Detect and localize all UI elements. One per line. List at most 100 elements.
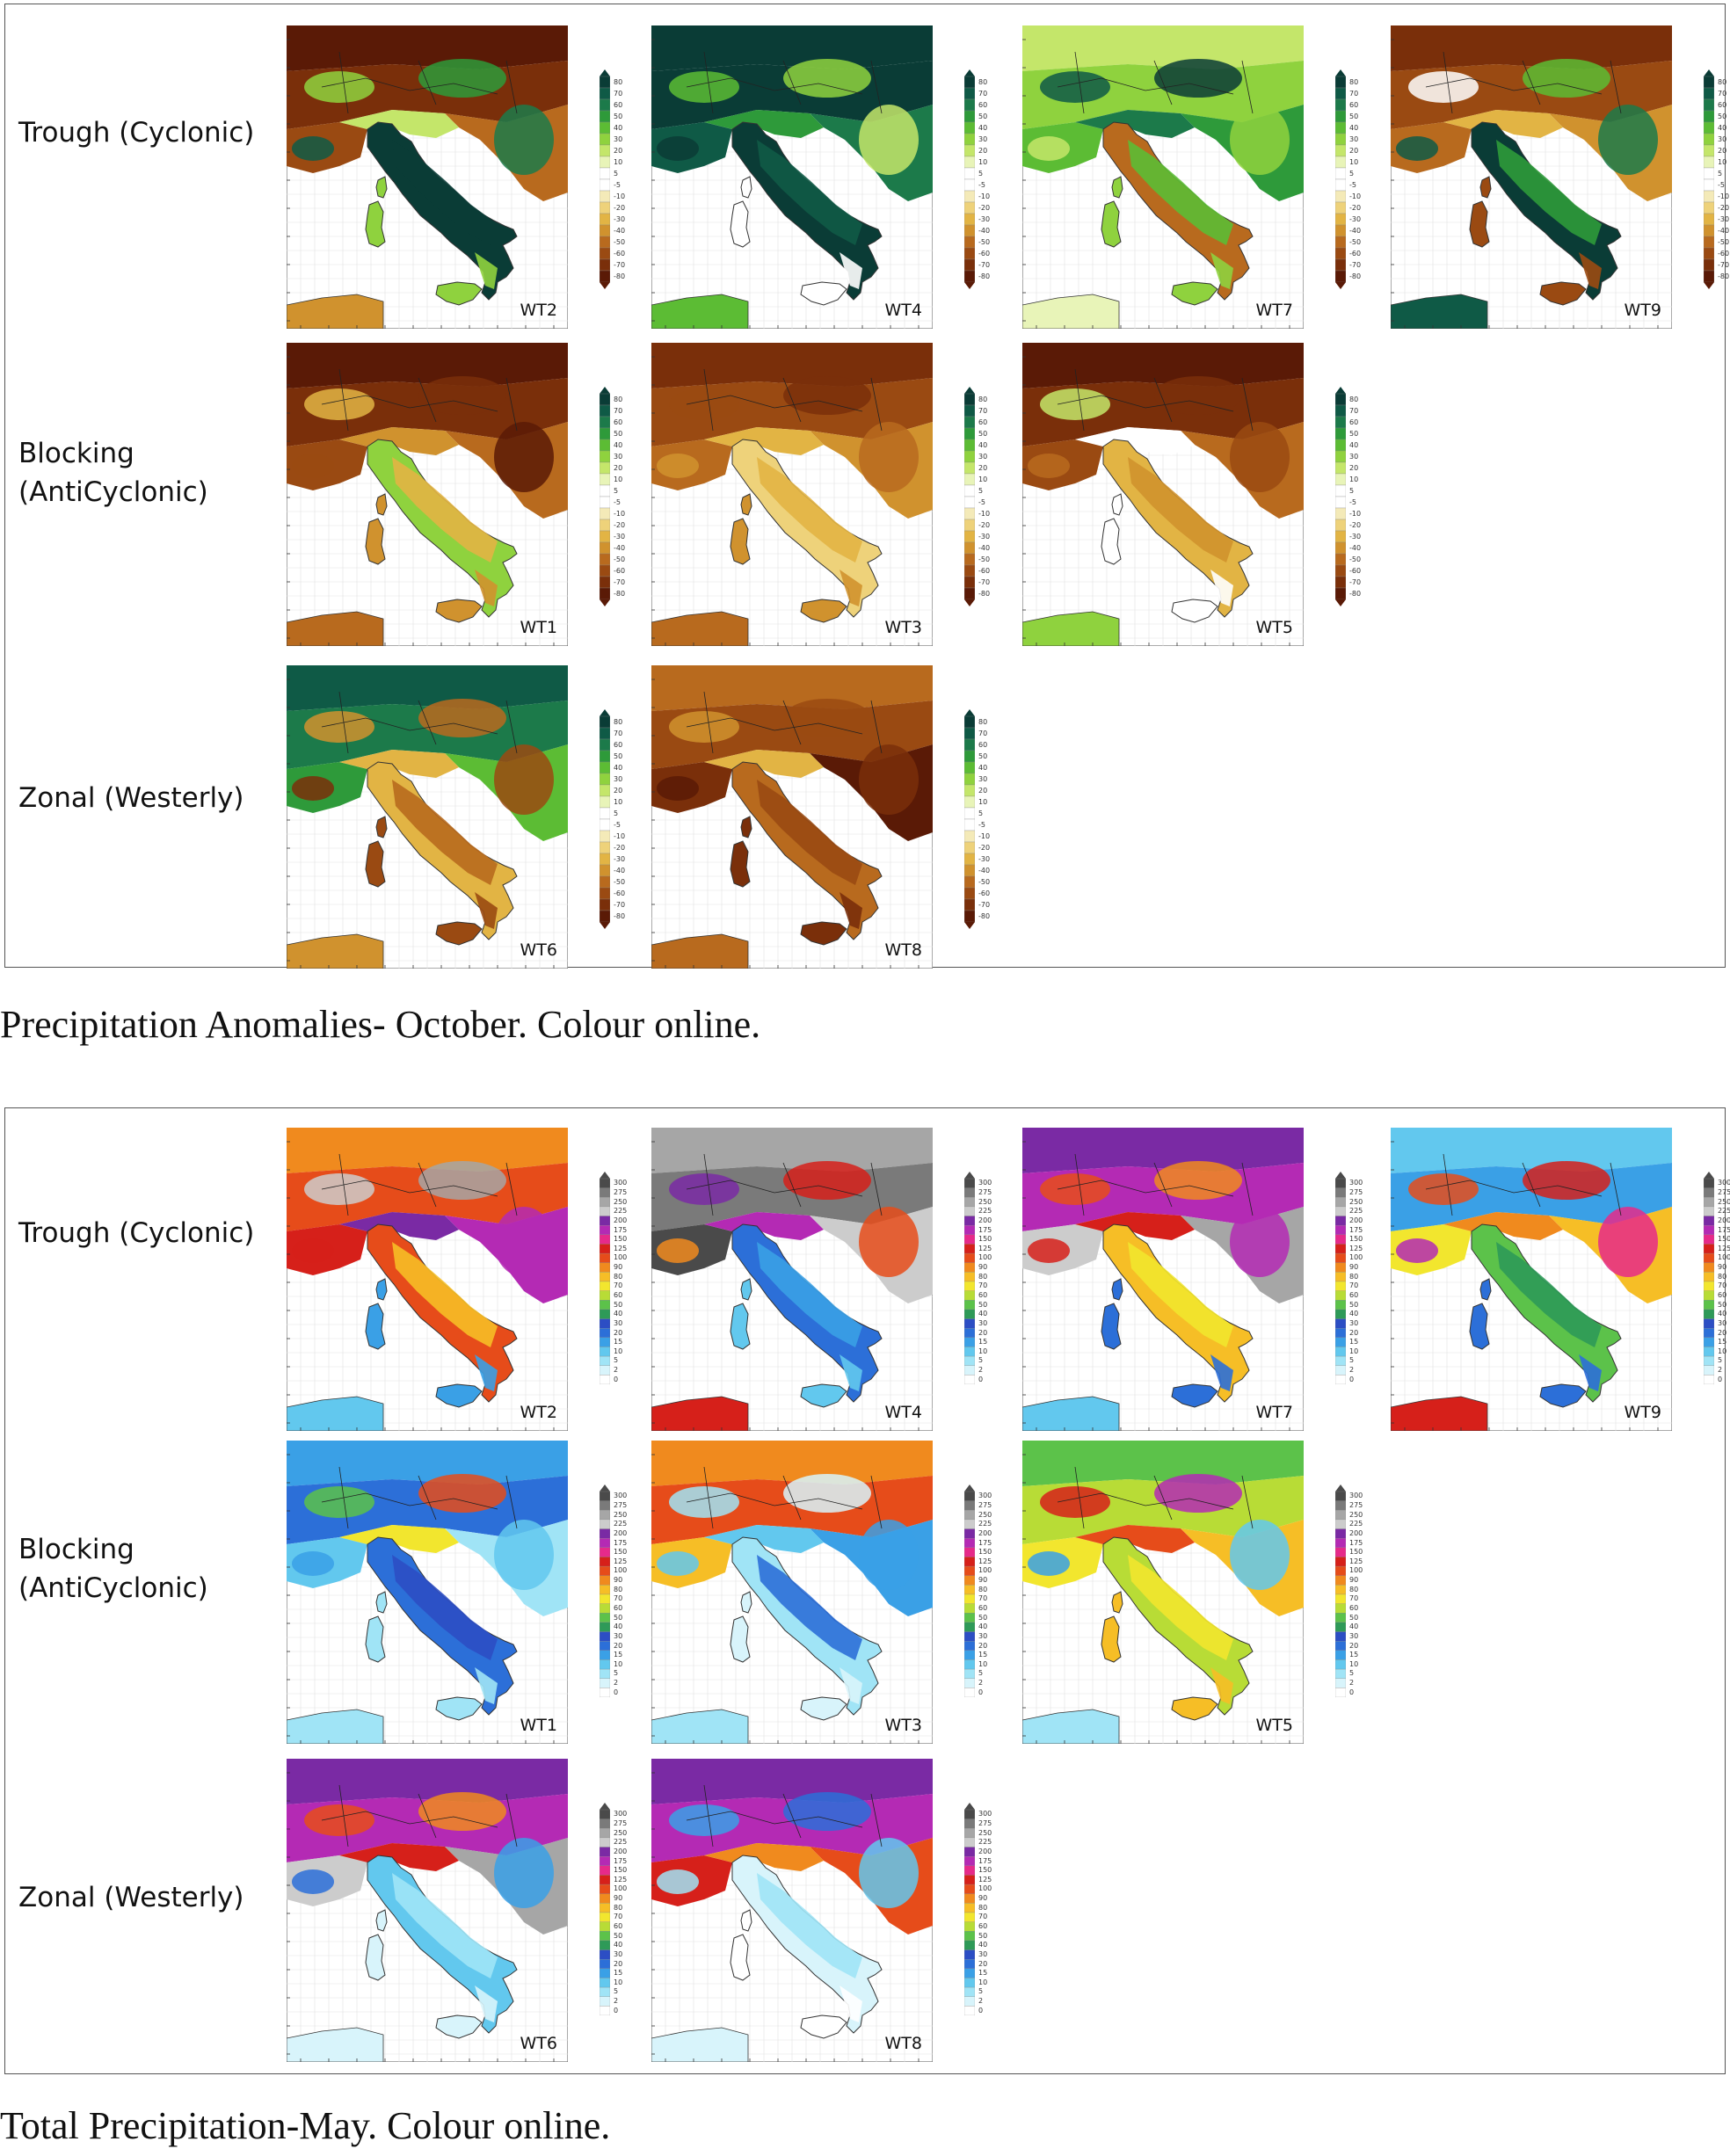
colorbar-tick: 175 (614, 1225, 628, 1234)
colorbar-tick: 60 (614, 417, 623, 426)
colorbar-tick: 70 (1349, 1594, 1359, 1603)
colorbar-tick: -50 (978, 555, 991, 563)
land-region (339, 1525, 459, 1553)
colorbar: 300 275 250 225 200 175 150 125 100 90 80 70 60 50 40 3… (1335, 1172, 1363, 1391)
colorbar-tick: 5 (1349, 1669, 1355, 1678)
colorbar-tick: 15 (978, 1338, 988, 1347)
colorbar-tick: 10 (614, 1978, 623, 1986)
colorbar-tick: 15 (978, 1651, 988, 1659)
colorbar-tick: 80 (978, 1903, 988, 1912)
colorbar-tick: -50 (614, 555, 626, 563)
colorbar-tick: 175 (978, 1538, 992, 1547)
colorbar-tick: 40 (614, 1310, 623, 1318)
colorbar-tick: 80 (978, 395, 988, 403)
colorbar: 300 275 250 225 200 175 150 125 100 90 80 70 60 50 40 3… (1335, 1485, 1363, 1704)
colorbar-tick: 200 (614, 1216, 628, 1224)
land-region (339, 1212, 459, 1240)
colorbar-tick: 275 (1349, 1187, 1363, 1196)
colorbar-tick: 20 (1349, 463, 1359, 472)
colorbar-tick: 50 (614, 1931, 623, 1940)
colorbar-tick: 150 (978, 1866, 992, 1875)
colorbar-tick: 5 (978, 1669, 984, 1678)
colorbar-tick: 80 (614, 395, 623, 403)
colorbar-tick: 60 (1718, 1290, 1727, 1299)
colorbar-tick: 70 (614, 729, 623, 737)
colorbar-scale (1704, 69, 1714, 289)
colorbar-tick: 175 (614, 1538, 628, 1547)
colorbar-tick: 90 (1718, 1263, 1727, 1272)
colorbar-scale (1704, 1172, 1714, 1391)
colorbar-tick: 30 (614, 1318, 623, 1327)
map-total-wt3: WT3 300 275 250 225 200 175 150 125 100 90 80 70 60 50… (651, 1441, 994, 1744)
colorbar-tick: 275 (978, 1187, 992, 1196)
colorbar-tick: 30 (978, 774, 988, 783)
colorbar-tick: 90 (1349, 1576, 1359, 1585)
colorbar-scale (964, 387, 975, 606)
map-plot (287, 1759, 568, 2062)
map-anom-wt1: WT1 80 70 60 50 40 30 20 10 5 -5 -10 -20 -30 -40 -50 -60… (287, 343, 629, 646)
colorbar-tick: 80 (1718, 1272, 1727, 1281)
colorbar-tick: 5 (614, 1669, 619, 1678)
colorbar-tick: 150 (614, 1866, 628, 1875)
colorbar-tick: -40 (614, 866, 626, 875)
colorbar-tick: 10 (978, 1347, 988, 1355)
colorbar-scale (1335, 69, 1346, 289)
colorbar-tick: 100 (614, 1566, 628, 1575)
colorbar-tick: 2 (614, 1997, 619, 2006)
colorbar-tick: 5 (614, 486, 619, 495)
colorbar-tick: -50 (1718, 237, 1730, 246)
colorbar-tick: 175 (614, 1856, 628, 1865)
colorbar-tick: 60 (978, 1603, 988, 1612)
colorbar-tick: -40 (978, 226, 991, 235)
colorbar-tick: 300 (978, 1179, 992, 1187)
colorbar-tick: 275 (614, 1187, 628, 1196)
colorbar: 300 275 250 225 200 175 150 125 100 90 80 70 60 50 40 3… (964, 1172, 992, 1391)
colorbar-tick: 2 (1349, 1366, 1355, 1375)
colorbar-tick: 60 (1349, 1290, 1359, 1299)
colorbar-tick: 60 (978, 417, 988, 426)
weather-type-label: WT3 (884, 1716, 922, 1735)
colorbar-tick: 70 (978, 89, 988, 98)
colorbar-tick: 70 (978, 729, 988, 737)
colorbar-tick: 40 (978, 1941, 988, 1949)
total-precip-caption: Total Precipitation-May. Colour online. (0, 2104, 611, 2147)
colorbar-tick: 10 (614, 157, 623, 166)
land-region (1443, 110, 1563, 138)
weather-type-label: WT5 (1255, 1716, 1293, 1735)
land-region (704, 750, 824, 778)
colorbar-tick: -5 (614, 820, 621, 829)
colorbar-tick: -40 (614, 226, 626, 235)
colorbar-tick: 10 (1349, 1659, 1359, 1668)
colorbar-tick: 0 (978, 1688, 984, 1696)
colorbar-tick: -20 (1349, 203, 1362, 212)
colorbar-tick: 50 (614, 1300, 623, 1309)
row-label: Trough (Cyclonic) (18, 117, 255, 149)
colorbar-tick: 60 (614, 740, 623, 749)
colorbar-tick: -70 (614, 577, 626, 586)
colorbar-tick: 20 (1349, 1328, 1359, 1337)
colorbar-scale (600, 709, 610, 929)
colorbar-tick: 300 (978, 1810, 992, 1818)
map-anom-wt7: WT7 80 70 60 50 40 30 20 10 5 -5 -10 -20 -30 -40 -50 -60… (1022, 25, 1365, 329)
colorbar-tick: 0 (978, 2006, 984, 2014)
colorbar: 300 275 250 225 200 175 150 125 100 90 80 70 60 50 40 3… (964, 1803, 992, 2022)
land-region (1391, 25, 1672, 71)
colorbar-tick: -50 (978, 237, 991, 246)
weather-type-label: WT9 (1624, 301, 1661, 320)
colorbar-tick: 300 (614, 1179, 628, 1187)
colorbar-tick: 20 (978, 1641, 988, 1650)
colorbar-scale (600, 1803, 610, 2022)
colorbar-tick: -70 (614, 260, 626, 269)
colorbar-tick: 80 (1349, 77, 1359, 86)
map-plot (651, 343, 933, 646)
land-region (287, 1441, 568, 1486)
colorbar-tick: 200 (1349, 1216, 1363, 1224)
colorbar-tick: 10 (978, 1659, 988, 1668)
colorbar-tick: 0 (614, 1688, 619, 1696)
colorbar-tick: -70 (1349, 577, 1362, 586)
colorbar-tick: -20 (1718, 203, 1730, 212)
colorbar-tick: -70 (1349, 260, 1362, 269)
row-label: Zonal (Westerly) (18, 782, 244, 814)
colorbar-tick: 70 (1349, 406, 1359, 415)
colorbar-tick: 10 (614, 1659, 623, 1668)
